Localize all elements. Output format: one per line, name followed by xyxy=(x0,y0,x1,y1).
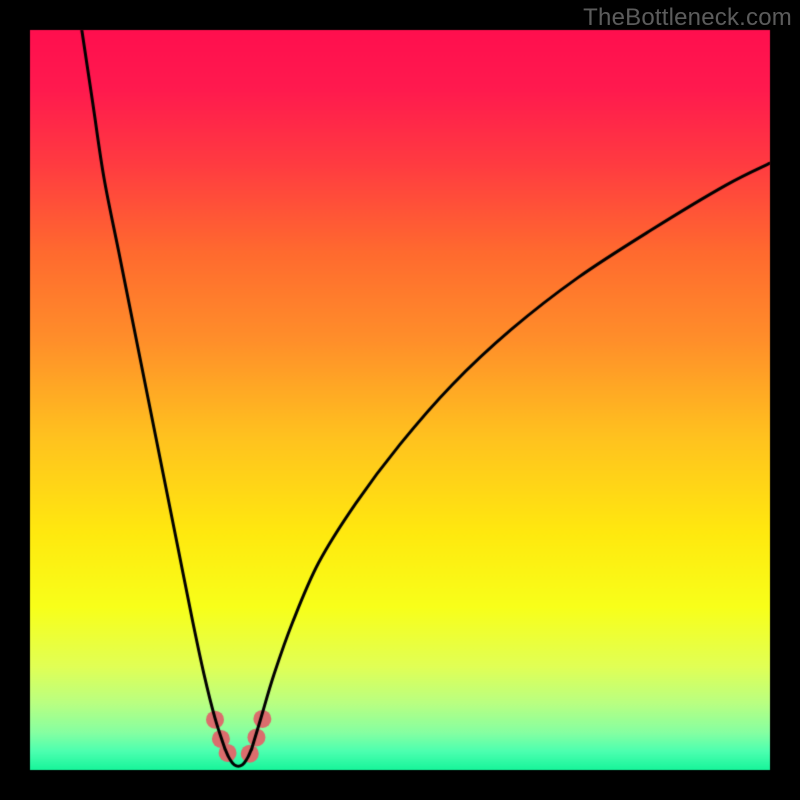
chart-curve-canvas xyxy=(0,0,800,800)
chart-stage: TheBottleneck.com xyxy=(0,0,800,800)
